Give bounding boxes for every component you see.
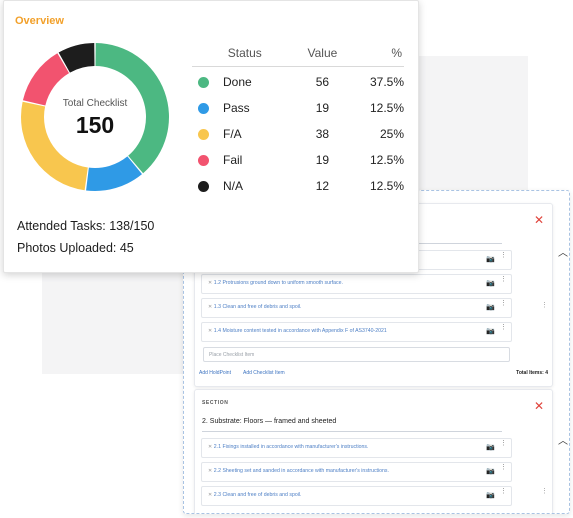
photos-uploaded: Photos Uploaded: 45	[17, 241, 134, 255]
donut-slice-pass	[86, 156, 142, 191]
item-label: 1.2 Protrusions ground down to uniform s…	[213, 280, 343, 286]
section-card-2: SECTION ✕ 2. Substrate: Floors — framed …	[194, 389, 568, 513]
remove-icon[interactable]: ✕	[208, 492, 214, 498]
checklist-item[interactable]: ✕ 2.2 Sheeting set and sanded in accorda…	[201, 462, 512, 482]
donut-slice-fail	[22, 53, 70, 106]
status-value: 38	[315, 127, 330, 141]
drag-handle-icon[interactable]: ⋮	[500, 324, 507, 331]
add-holdpoint-button[interactable]: Add HoldPoint	[199, 370, 231, 376]
item-text: ✕ 1.3 Clean and free of debris and spoil…	[208, 304, 301, 310]
status-pct: 12.5%	[369, 101, 404, 115]
total-items-count: Total Items: 4	[516, 370, 548, 376]
overview-card: Overview Total Checklist 150 Status Valu…	[3, 0, 419, 273]
attended-tasks: Attended Tasks: 138/150	[17, 219, 155, 233]
donut-slice-done	[95, 43, 169, 174]
status-label: F/A	[223, 127, 242, 141]
section-drag-icon[interactable]: ⋮	[541, 302, 548, 309]
total-checklist-value: 150	[75, 112, 115, 138]
section-title: 2. Substrate: Floors — framed and sheete…	[202, 418, 337, 425]
status-value: 19	[315, 153, 330, 167]
drag-handle-icon[interactable]: ⋮	[500, 464, 507, 471]
status-dot	[198, 103, 209, 115]
status-dot	[198, 181, 209, 193]
camera-icon[interactable]: 📷	[486, 304, 495, 311]
remove-icon[interactable]: ✕	[208, 280, 214, 286]
status-value: 19	[315, 101, 330, 115]
checklist-item[interactable]: ✕ 2.3 Clean and free of debris and spoil…	[201, 486, 512, 506]
camera-icon[interactable]: 📷	[486, 328, 495, 335]
table-row: F/A 38 25%	[192, 121, 404, 147]
chevron-up-icon[interactable]: ︿	[558, 248, 568, 259]
section-label: SECTION	[202, 400, 229, 406]
camera-icon[interactable]: 📷	[486, 492, 495, 499]
drag-handle-icon[interactable]: ⋮	[500, 488, 507, 495]
title-underline	[202, 431, 502, 432]
checklist-item[interactable]: ✕ 1.2 Protrusions ground down to uniform…	[201, 274, 512, 294]
item-text: ✕ 2.2 Sheeting set and sanded in accorda…	[208, 468, 389, 474]
table-row: Pass 19 12.5%	[192, 95, 404, 121]
status-table: Status Value % Done 56 37.5% Pass 19 12.…	[192, 44, 404, 199]
status-label: Fail	[223, 153, 243, 167]
close-icon[interactable]: ✕	[533, 213, 544, 227]
item-label: 2.2 Sheeting set and sanded in accordanc…	[213, 468, 389, 474]
remove-icon[interactable]: ✕	[208, 468, 214, 474]
camera-icon[interactable]: 📷	[486, 444, 495, 451]
item-label: 2.3 Clean and free of debris and spoil.	[213, 492, 302, 498]
overview-title: Overview	[15, 15, 64, 27]
item-label: 1.4 Moisture content tested in accordanc…	[213, 328, 387, 334]
drag-handle-icon[interactable]: ⋮	[500, 440, 507, 447]
camera-icon[interactable]: 📷	[486, 256, 495, 263]
status-value: 12	[315, 179, 330, 193]
donut-slice-na	[58, 43, 95, 73]
donut-slice-fa	[20, 101, 88, 191]
status-value: 56	[315, 75, 330, 89]
add-checklist-item-button[interactable]: Add Checklist Item	[243, 370, 285, 376]
drag-handle-icon[interactable]: ⋮	[500, 252, 507, 259]
item-label: 1.3 Clean and free of debris and spoil.	[213, 304, 302, 310]
item-text: ✕ 1.4 Moisture content tested in accorda…	[208, 328, 387, 334]
remove-icon[interactable]: ✕	[208, 444, 214, 450]
pct-header: %	[353, 44, 404, 67]
value-header: Value	[291, 44, 354, 67]
status-pct: 37.5%	[369, 75, 404, 89]
status-pct: 25%	[379, 127, 404, 141]
donut-chart	[20, 43, 169, 191]
status-pct: 12.5%	[369, 179, 404, 193]
status-label: N/A	[223, 179, 244, 193]
item-text: ✕ 1.2 Protrusions ground down to uniform…	[208, 280, 343, 286]
close-icon[interactable]: ✕	[533, 399, 544, 413]
camera-icon[interactable]: 📷	[486, 280, 495, 287]
item-label: 2.1 Fixings installed in accordance with…	[213, 444, 369, 450]
status-pct: 12.5%	[369, 153, 404, 167]
status-label: Pass	[223, 101, 250, 115]
place-checklist-item-input[interactable]: Place Checklist Item	[203, 347, 510, 362]
status-dot	[198, 129, 209, 141]
remove-icon[interactable]: ✕	[208, 304, 214, 310]
item-text: ✕ 2.1 Fixings installed in accordance wi…	[208, 444, 368, 450]
checklist-item[interactable]: ✕ 2.1 Fixings installed in accordance wi…	[201, 438, 512, 458]
table-row: N/A 12 12.5%	[192, 173, 404, 199]
item-text: ✕ 2.3 Clean and free of debris and spoil…	[208, 492, 301, 498]
status-dot	[198, 155, 209, 167]
status-label: Done	[223, 75, 252, 89]
checklist-item[interactable]: ✕ 1.3 Clean and free of debris and spoil…	[201, 298, 512, 318]
chevron-up-icon[interactable]: ︿	[558, 436, 568, 447]
donut-center: Total Checklist 150	[18, 40, 172, 194]
camera-icon[interactable]: 📷	[486, 468, 495, 475]
status-dot	[198, 77, 209, 89]
drag-handle-icon[interactable]: ⋮	[500, 276, 507, 283]
total-checklist-label: Total Checklist	[62, 98, 128, 109]
table-row: Fail 19 12.5%	[192, 147, 404, 173]
table-row: Done 56 37.5%	[192, 67, 404, 96]
remove-icon[interactable]: ✕	[208, 328, 214, 334]
status-header: Status	[192, 44, 292, 67]
drag-handle-icon[interactable]: ⋮	[500, 300, 507, 307]
table-header: Status Value %	[192, 44, 404, 67]
checklist-item[interactable]: ✕ 1.4 Moisture content tested in accorda…	[201, 322, 512, 342]
section-drag-icon[interactable]: ⋮	[541, 488, 548, 495]
